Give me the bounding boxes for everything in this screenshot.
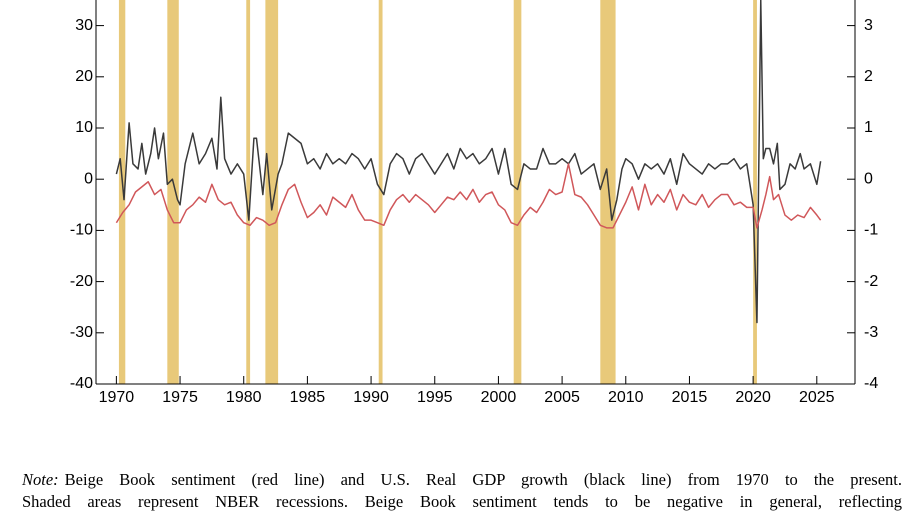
y-tick-label: -20 — [70, 273, 93, 290]
y2-tick-label: -2 — [864, 273, 878, 290]
recession-band — [378, 0, 383, 384]
y-tick-label: 0 — [84, 170, 93, 187]
y2-tick-label: 0 — [864, 170, 873, 187]
recession-band — [118, 0, 126, 384]
note-line: Shaded areas represent NBER recessions. … — [22, 492, 902, 511]
x-tick-label: 2020 — [735, 389, 771, 406]
recession-band — [753, 0, 757, 384]
y2-tick-label: -1 — [864, 222, 878, 239]
x-tick-label: 2015 — [672, 389, 708, 406]
x-tick-label: 1975 — [162, 389, 198, 406]
x-tick-label: 1985 — [290, 389, 326, 406]
x-tick-label: 2000 — [481, 389, 517, 406]
y-tick-label: 10 — [75, 119, 93, 136]
recession-band — [513, 0, 522, 384]
note-label: Note: — [22, 470, 59, 489]
y-tick-label: 30 — [75, 17, 93, 34]
plot-area — [115, 0, 822, 384]
series-line — [115, 163, 822, 229]
y2-tick-label: 3 — [864, 17, 873, 34]
x-tick-label: 1995 — [417, 389, 453, 406]
recession-band — [167, 0, 179, 384]
y-tick-label: -40 — [70, 375, 93, 392]
x-tick-label: 2010 — [608, 389, 644, 406]
recession-band — [265, 0, 279, 384]
y2-tick-label: -3 — [864, 324, 878, 341]
recession-band — [600, 0, 616, 384]
x-tick-label: 1980 — [226, 389, 262, 406]
x-tick-label: 2005 — [544, 389, 580, 406]
recession-band — [246, 0, 251, 384]
y2-tick-label: -4 — [864, 375, 878, 392]
note-line: Note: Beige Book sentiment (red line) and… — [22, 469, 902, 491]
x-tick-label: 1990 — [353, 389, 389, 406]
note: Note: Beige Book sentiment (red line) and… — [22, 469, 902, 513]
note-text: Beige Book sentiment (red line) and U.S.… — [64, 470, 902, 489]
x-tick-label: 1970 — [99, 389, 135, 406]
x-tick-label: 2025 — [799, 389, 835, 406]
y2-tick-label: 2 — [864, 68, 873, 85]
y2-tick-label: 1 — [864, 119, 873, 136]
y-tick-label: 20 — [75, 68, 93, 85]
series-line — [115, 0, 822, 324]
y-tick-label: -10 — [70, 222, 93, 239]
y-tick-label: -30 — [70, 324, 93, 341]
